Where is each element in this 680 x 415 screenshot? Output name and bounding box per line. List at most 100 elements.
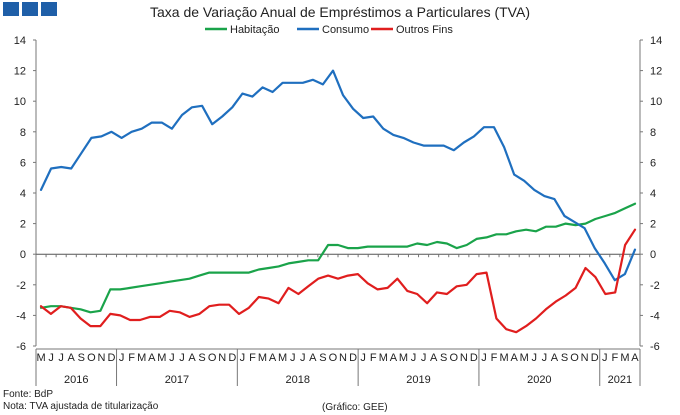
y-tick-label-right: 0	[650, 249, 656, 261]
month-label: J	[240, 352, 246, 364]
y-tick-label-left: 12	[14, 66, 26, 78]
source-note: Fonte: BdP	[3, 389, 54, 400]
month-label: M	[379, 352, 388, 364]
month-label: M	[500, 352, 509, 364]
y-tick-label-right: 8	[650, 127, 656, 139]
y-tick-label-left: 10	[14, 96, 26, 108]
month-label: N	[218, 352, 226, 364]
legend-label: Outros Fins	[396, 24, 453, 36]
month-label: M	[520, 352, 529, 364]
month-label: M	[399, 352, 408, 364]
legend-label: Consumo	[322, 24, 369, 36]
year-label: 2017	[165, 374, 189, 386]
month-label: J	[119, 352, 125, 364]
month-label: J	[169, 352, 175, 364]
month-label: F	[128, 352, 135, 364]
month-label: F	[249, 352, 256, 364]
year-label: 2016	[64, 374, 88, 386]
month-label: A	[269, 352, 277, 364]
month-label: A	[309, 352, 317, 364]
y-tick-label-right: 4	[650, 188, 656, 200]
y-tick-label-right: 2	[650, 219, 656, 231]
month-label: O	[570, 352, 579, 364]
year-label: 2021	[608, 374, 632, 386]
month-label: M	[137, 352, 146, 364]
y-tick-label-left: 0	[20, 249, 26, 261]
month-label: D	[470, 352, 478, 364]
y-tick-label-right: 10	[650, 96, 662, 108]
month-label: N	[339, 352, 347, 364]
y-tick-label-left: 6	[20, 157, 26, 169]
month-label: J	[300, 352, 306, 364]
month-label: J	[481, 352, 487, 364]
month-label: D	[591, 352, 599, 364]
month-label: F	[370, 352, 377, 364]
month-label: M	[258, 352, 267, 364]
y-tick-label-right: -4	[650, 310, 660, 322]
y-tick-label-right: 12	[650, 66, 662, 78]
month-label: J	[532, 352, 538, 364]
month-label: A	[551, 352, 559, 364]
month-label: J	[411, 352, 417, 364]
month-label: S	[319, 352, 326, 364]
legend-label: Habitação	[230, 24, 280, 36]
year-label: 2019	[406, 374, 430, 386]
month-label: N	[97, 352, 105, 364]
y-tick-label-left: 8	[20, 127, 26, 139]
y-tick-label-right: -2	[650, 280, 660, 292]
y-tick-label-left: 2	[20, 219, 26, 231]
month-label: A	[430, 352, 438, 364]
month-label: S	[561, 352, 568, 364]
footnote: Nota: TVA ajustada de titularização	[3, 401, 159, 412]
month-label: A	[148, 352, 156, 364]
y-tick-label-right: -6	[650, 341, 660, 353]
month-label: D	[108, 352, 116, 364]
month-label: O	[449, 352, 458, 364]
month-label: J	[48, 352, 54, 364]
chart-title: Taxa de Variação Anual de Empréstimos a …	[150, 4, 530, 20]
month-label: D	[228, 352, 236, 364]
month-label: A	[631, 352, 639, 364]
month-label: J	[421, 352, 427, 364]
y-tick-label-left: -2	[16, 280, 26, 292]
month-label: J	[290, 352, 296, 364]
month-label: M	[36, 352, 45, 364]
y-tick-label-left: -6	[16, 341, 26, 353]
year-label: 2018	[285, 374, 309, 386]
month-label: M	[620, 352, 629, 364]
month-label: J	[179, 352, 185, 364]
y-tick-label-left: 4	[20, 188, 26, 200]
y-tick-label-right: 6	[650, 157, 656, 169]
series-line	[39, 228, 637, 334]
month-label: D	[349, 352, 357, 364]
chart-credit: (Gráfico: GEE)	[322, 402, 388, 413]
month-label: J	[542, 352, 548, 364]
month-label: J	[360, 352, 366, 364]
month-label: S	[198, 352, 205, 364]
month-label: M	[157, 352, 166, 364]
logo-square	[41, 2, 57, 16]
y-tick-label-right: 14	[650, 35, 662, 47]
month-label: A	[188, 352, 196, 364]
series-line	[39, 69, 637, 282]
logo-square	[22, 2, 38, 16]
month-label: O	[329, 352, 338, 364]
month-label: O	[208, 352, 217, 364]
logo-square	[3, 2, 19, 16]
month-label: J	[58, 352, 64, 364]
month-label: F	[611, 352, 618, 364]
month-label: O	[87, 352, 96, 364]
y-tick-label-left: 14	[14, 35, 26, 47]
month-label: M	[278, 352, 287, 364]
month-label: S	[440, 352, 447, 364]
year-label: 2020	[527, 374, 551, 386]
series-line	[39, 202, 637, 314]
month-label: F	[491, 352, 498, 364]
month-label: N	[460, 352, 468, 364]
month-label: A	[68, 352, 76, 364]
month-label: S	[78, 352, 85, 364]
brand-logo	[3, 2, 57, 16]
month-label: A	[510, 352, 518, 364]
y-tick-label-left: -4	[16, 310, 26, 322]
